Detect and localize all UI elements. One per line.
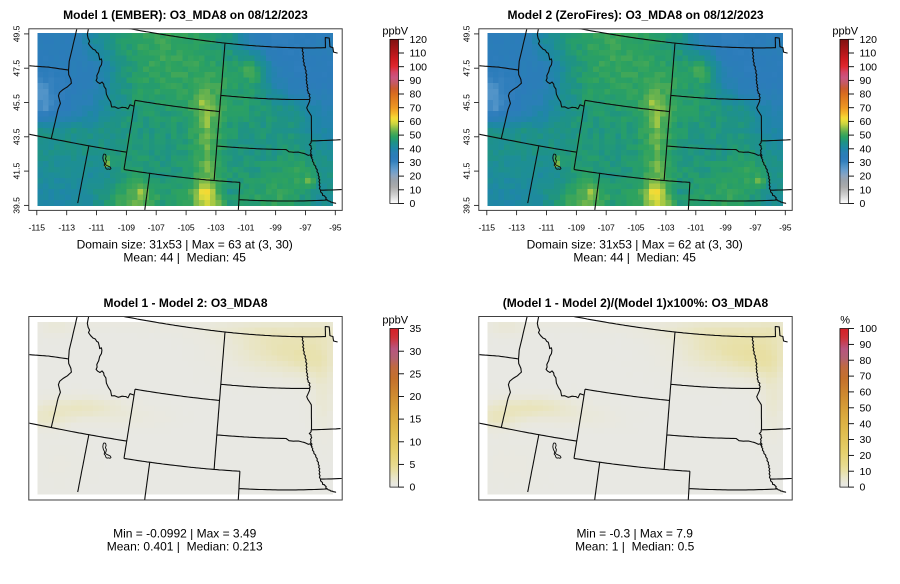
svg-text:20: 20 [410, 391, 422, 403]
svg-text:ppbV: ppbV [382, 25, 408, 37]
svg-text:20: 20 [860, 450, 872, 462]
svg-text:-103: -103 [207, 223, 224, 233]
svg-text:120: 120 [860, 34, 878, 46]
svg-text:-115: -115 [29, 223, 46, 233]
svg-text:30: 30 [410, 157, 422, 169]
svg-text:60: 60 [860, 387, 872, 399]
svg-text:50: 50 [410, 130, 422, 142]
svg-text:10: 10 [410, 184, 422, 196]
svg-text:-99: -99 [719, 223, 732, 233]
svg-text:39.5: 39.5 [11, 197, 21, 214]
svg-text:(Model 1 - Model 2)/(Model 1)x: (Model 1 - Model 2)/(Model 1)x100%: O3_M… [503, 296, 769, 310]
svg-text:40: 40 [410, 143, 422, 155]
svg-text:30: 30 [860, 434, 872, 446]
svg-text:41.5: 41.5 [11, 163, 21, 180]
svg-text:50: 50 [860, 130, 872, 142]
svg-text:60: 60 [860, 116, 872, 128]
svg-text:Model 2 (ZeroFires): O3_MDA8 o: Model 2 (ZeroFires): O3_MDA8 on 08/12/20… [507, 8, 763, 22]
svg-text:90: 90 [860, 339, 872, 351]
svg-text:-97: -97 [749, 223, 762, 233]
svg-text:30: 30 [860, 157, 872, 169]
svg-text:10: 10 [860, 466, 872, 478]
svg-text:Mean: 0.401 | Median: 0.213: Mean: 0.401 | Median: 0.213 [107, 540, 263, 554]
svg-text:-115: -115 [479, 223, 496, 233]
svg-text:0: 0 [860, 198, 866, 210]
svg-text:Model 1 - Model 2: O3_MDA8: Model 1 - Model 2: O3_MDA8 [103, 296, 267, 310]
svg-text:43.5: 43.5 [461, 128, 471, 145]
svg-text:47.5: 47.5 [461, 60, 471, 77]
svg-text:Mean: 44 | Median: 45: Mean: 44 | Median: 45 [123, 251, 246, 265]
svg-text:110: 110 [410, 48, 427, 60]
svg-text:Min = -0.0992 | Max = 3.49: Min = -0.0992 | Max = 3.49 [113, 527, 257, 541]
svg-text:-95: -95 [779, 223, 792, 233]
svg-text:10: 10 [410, 436, 422, 448]
svg-text:47.5: 47.5 [11, 60, 21, 77]
svg-text:Model 1 (EMBER): O3_MDA8 on 08: Model 1 (EMBER): O3_MDA8 on 08/12/2023 [63, 8, 308, 22]
svg-text:90: 90 [410, 75, 422, 87]
svg-text:50: 50 [860, 402, 872, 414]
svg-text:0: 0 [860, 482, 866, 494]
svg-text:Domain size: 31x53 | Max = 63: Domain size: 31x53 | Max = 63 at (3, 30) [77, 238, 293, 252]
svg-text:40: 40 [860, 143, 872, 155]
svg-text:49.5: 49.5 [11, 25, 21, 42]
svg-text:5: 5 [410, 459, 416, 471]
svg-text:15: 15 [410, 414, 422, 426]
svg-text:20: 20 [860, 171, 872, 183]
svg-text:0: 0 [410, 482, 416, 494]
svg-text:0: 0 [410, 198, 416, 210]
svg-text:Mean: 44 | Median: 45: Mean: 44 | Median: 45 [573, 251, 696, 265]
svg-text:25: 25 [410, 368, 422, 380]
svg-text:70: 70 [860, 371, 872, 383]
svg-text:45.5: 45.5 [461, 94, 471, 111]
svg-text:80: 80 [860, 355, 872, 367]
svg-text:-103: -103 [657, 223, 674, 233]
svg-text:41.5: 41.5 [461, 163, 471, 180]
svg-text:49.5: 49.5 [461, 25, 471, 42]
svg-text:-107: -107 [148, 223, 165, 233]
svg-text:-95: -95 [329, 223, 342, 233]
svg-text:Domain size: 31x53 | Max = 62: Domain size: 31x53 | Max = 62 at (3, 30) [527, 238, 743, 252]
svg-text:Mean: 1 | Median: 0.5: Mean: 1 | Median: 0.5 [575, 540, 695, 554]
svg-text:Min = -0.3 | Max = 7.9: Min = -0.3 | Max = 7.9 [576, 527, 693, 541]
svg-text:-97: -97 [299, 223, 312, 233]
svg-text:-111: -111 [89, 223, 105, 233]
svg-text:60: 60 [410, 116, 422, 128]
svg-text:100: 100 [860, 323, 878, 335]
svg-text:45.5: 45.5 [11, 94, 21, 111]
svg-text:10: 10 [860, 184, 872, 196]
svg-text:120: 120 [410, 34, 428, 46]
svg-text:110: 110 [860, 48, 877, 60]
svg-text:-113: -113 [58, 223, 75, 233]
svg-text:-107: -107 [598, 223, 615, 233]
svg-text:%: % [840, 315, 850, 327]
svg-text:20: 20 [410, 171, 422, 183]
svg-text:30: 30 [410, 346, 422, 358]
svg-text:-113: -113 [508, 223, 525, 233]
svg-text:-111: -111 [539, 223, 555, 233]
svg-text:ppbV: ppbV [382, 315, 408, 327]
svg-text:100: 100 [860, 61, 878, 73]
svg-text:35: 35 [410, 323, 422, 335]
svg-text:-109: -109 [568, 223, 585, 233]
svg-text:-99: -99 [269, 223, 282, 233]
svg-text:-105: -105 [177, 223, 194, 233]
svg-text:-105: -105 [627, 223, 644, 233]
svg-text:100: 100 [410, 61, 428, 73]
svg-text:43.5: 43.5 [11, 128, 21, 145]
svg-text:-109: -109 [118, 223, 135, 233]
svg-text:70: 70 [410, 102, 422, 114]
svg-text:80: 80 [860, 89, 872, 101]
svg-text:70: 70 [860, 102, 872, 114]
svg-text:ppbV: ppbV [832, 25, 858, 37]
svg-text:39.5: 39.5 [461, 197, 471, 214]
svg-text:-101: -101 [687, 223, 704, 233]
svg-text:40: 40 [860, 418, 872, 430]
svg-text:-101: -101 [237, 223, 254, 233]
svg-text:90: 90 [860, 75, 872, 87]
svg-text:80: 80 [410, 89, 422, 101]
